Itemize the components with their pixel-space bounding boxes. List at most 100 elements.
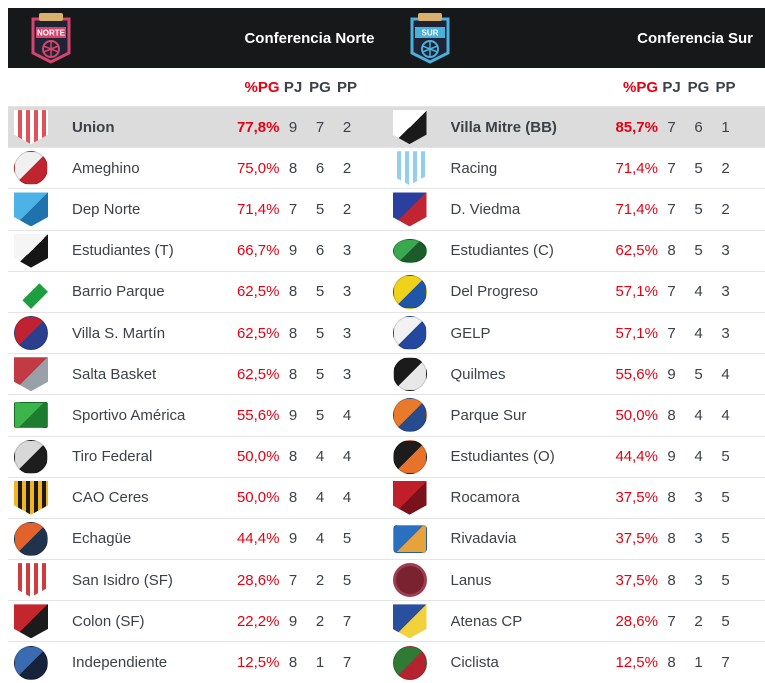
team-row[interactable]: Dep Norte 71,4% 7 5 2 [8, 188, 387, 230]
team-row[interactable]: Rivadavia 37,5% 8 3 5 [386, 517, 765, 560]
team-name: Estudiantes (C) [450, 242, 554, 260]
racing-crest-icon [392, 151, 427, 186]
team-row[interactable]: San Isidro (SF) 28,6% 7 2 5 [8, 559, 387, 601]
team-row[interactable]: Estudiantes (T) 66,7% 9 6 3 [8, 229, 387, 271]
team-games-won: 2 [694, 612, 703, 630]
team-games-played: 9 [288, 530, 298, 548]
team-row[interactable]: Ameghino 75,0% 8 6 2 [8, 147, 387, 189]
team-games-lost: 5 [342, 571, 352, 589]
team-row[interactable]: Lanus 37,5% 8 3 5 [386, 559, 765, 601]
team-games-won: 5 [315, 324, 325, 342]
team-name: Racing [450, 159, 498, 177]
team-win-pct: 71,4% [615, 159, 658, 177]
team-name: Echagüe [72, 530, 132, 548]
team-row[interactable]: Del Progreso 57,1% 7 4 3 [386, 270, 765, 312]
sur-column-headers: %PG PJ PG PP [387, 68, 765, 106]
team-games-lost: 4 [342, 448, 352, 466]
team-row[interactable]: CAO Ceres 50,0% 8 4 4 [8, 476, 387, 518]
team-row[interactable]: Independiente 12,5% 8 1 7 [8, 641, 387, 683]
team-games-played: 7 [667, 324, 676, 342]
team-win-pct: 28,6% [236, 571, 280, 589]
team-win-pct: 37,5% [615, 571, 658, 589]
team-games-played: 7 [667, 118, 676, 136]
team-games-won: 5 [694, 200, 703, 218]
team-row[interactable]: Ciclista 12,5% 8 1 7 [386, 641, 765, 683]
atenas-crest-icon [392, 604, 427, 639]
echague-crest-icon [14, 521, 48, 556]
team-win-pct: 50,0% [615, 406, 658, 424]
deportivo-viedma-crest-icon [392, 192, 427, 227]
team-win-pct: 85,7% [615, 118, 658, 136]
team-games-won: 4 [694, 324, 703, 342]
salta-basket-crest-icon [14, 357, 48, 392]
gelp-crest-icon [392, 316, 427, 351]
team-row[interactable]: Echagüe 44,4% 9 4 5 [8, 517, 387, 560]
sur-header: SUR Conferencia Sur [387, 8, 765, 68]
independiente-mascot-icon [14, 645, 48, 680]
team-row[interactable]: Colon (SF) 22,2% 9 2 7 [8, 600, 387, 642]
team-win-pct: 62,5% [236, 324, 280, 342]
estudiantes-t-crest-icon [14, 233, 48, 268]
team-name: Estudiantes (T) [72, 242, 174, 260]
team-row[interactable]: Sportivo América 55,6% 9 5 4 [8, 394, 387, 436]
team-games-played: 8 [667, 530, 676, 548]
team-row[interactable]: Villa Mitre (BB) 85,7% 7 6 1 [386, 106, 765, 148]
team-row[interactable]: Salta Basket 62,5% 8 5 3 [8, 353, 387, 395]
team-win-pct: 62,5% [236, 365, 280, 383]
team-row[interactable]: Tiro Federal 50,0% 8 4 4 [8, 435, 387, 477]
team-games-lost: 3 [721, 324, 730, 342]
conference-header-bar: NORTE Conferencia Norte SUR Conferencia … [8, 8, 765, 68]
team-row[interactable]: Estudiantes (O) 44,4% 9 4 5 [386, 435, 765, 477]
team-games-won: 4 [694, 448, 703, 466]
team-win-pct: 12,5% [615, 654, 658, 672]
norte-badge-label: NORTE [37, 29, 66, 38]
team-row[interactable]: Atenas CP 28,6% 7 2 5 [386, 600, 765, 642]
team-row[interactable]: Barrio Parque 62,5% 8 5 3 [8, 270, 387, 312]
team-win-pct: 75,0% [236, 159, 280, 177]
team-row[interactable]: Racing 71,4% 7 5 2 [386, 147, 765, 189]
team-games-won: 2 [315, 571, 325, 589]
team-row[interactable]: Villa S. Martín 62,5% 8 5 3 [8, 311, 387, 354]
team-row[interactable]: Estudiantes (C) 62,5% 8 5 3 [386, 229, 765, 271]
tiro-federal-crest-icon [14, 439, 48, 474]
team-row[interactable]: Parque Sur 50,0% 8 4 4 [386, 394, 765, 436]
team-games-won: 6 [694, 118, 703, 136]
standings-tables: Union 77,8% 9 7 2 Ameghino 75,0% 8 6 2 D… [8, 106, 765, 683]
team-games-won: 5 [315, 365, 325, 383]
lanus-crest-icon [392, 563, 427, 598]
ameghino-crest-icon [14, 151, 48, 186]
team-win-pct: 44,4% [236, 530, 280, 548]
team-row[interactable]: Rocamora 37,5% 8 3 5 [386, 476, 765, 518]
team-win-pct: 77,8% [236, 118, 280, 136]
estudiantes-c-crest-icon [392, 238, 427, 263]
norte-column-headers: %PG PJ PG PP [8, 68, 387, 106]
team-row[interactable]: Quilmes 55,6% 9 5 4 [386, 353, 765, 395]
team-name: Barrio Parque [72, 283, 165, 301]
team-name: San Isidro (SF) [72, 571, 173, 589]
team-games-won: 6 [315, 242, 325, 260]
team-games-played: 9 [667, 365, 676, 383]
team-games-lost: 2 [342, 118, 352, 136]
col-header-pp: PP [336, 78, 357, 96]
team-row[interactable]: Union 77,8% 9 7 2 [8, 106, 387, 148]
team-games-won: 4 [315, 530, 325, 548]
team-games-played: 7 [288, 200, 298, 218]
team-games-lost: 7 [342, 654, 352, 672]
team-row[interactable]: GELP 57,1% 7 4 3 [386, 311, 765, 354]
team-games-won: 1 [694, 654, 703, 672]
norte-header: NORTE Conferencia Norte [8, 8, 387, 68]
parque-sur-crest-icon [392, 398, 427, 433]
team-win-pct: 28,6% [615, 612, 658, 630]
team-games-won: 2 [315, 612, 325, 630]
team-games-lost: 2 [342, 159, 352, 177]
team-name: Villa S. Martín [72, 324, 166, 342]
team-win-pct: 66,7% [236, 242, 280, 260]
san-isidro-crest-icon [14, 563, 48, 598]
team-name: D. Viedma [450, 200, 521, 218]
team-name: CAO Ceres [72, 489, 149, 507]
team-games-played: 8 [667, 654, 676, 672]
team-row[interactable]: D. Viedma 71,4% 7 5 2 [386, 188, 765, 230]
team-games-played: 8 [667, 242, 676, 260]
team-games-lost: 7 [342, 612, 352, 630]
rivadavia-crest-icon [392, 524, 427, 553]
